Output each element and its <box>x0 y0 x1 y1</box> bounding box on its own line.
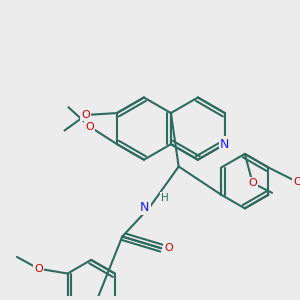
Text: O: O <box>248 178 257 188</box>
Text: O: O <box>165 243 173 253</box>
Text: H: H <box>161 193 169 203</box>
Text: O: O <box>85 122 94 132</box>
Text: O: O <box>34 264 43 274</box>
Text: N: N <box>140 201 149 214</box>
Text: O: O <box>293 177 300 187</box>
Text: O: O <box>82 110 90 120</box>
Text: N: N <box>220 138 230 151</box>
